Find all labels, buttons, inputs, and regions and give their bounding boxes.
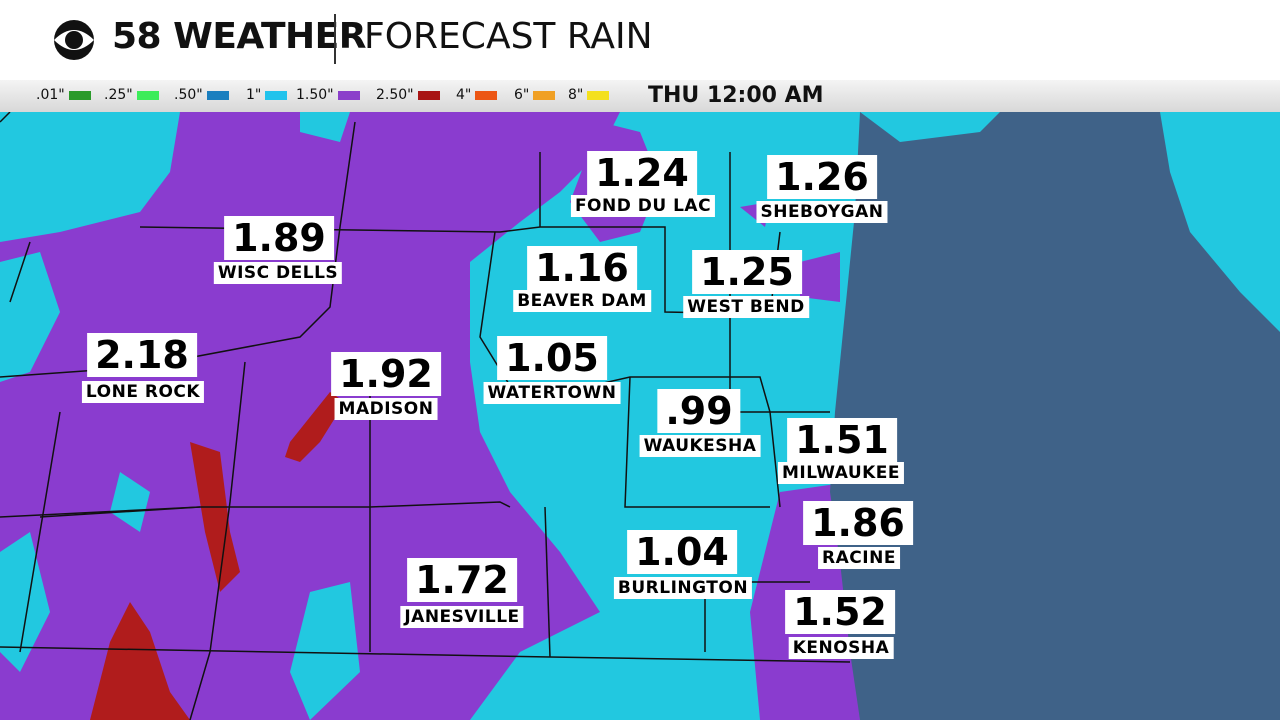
legend-swatch [136,90,159,100]
city-name: WISC DELLS [213,262,343,284]
legend-swatch [337,90,360,100]
forecast-time: THU 12:00 AM [648,83,824,108]
title: FORECAST RAIN [364,16,653,57]
cbs-eye-logo [54,20,94,60]
city-name: KENOSHA [788,637,894,659]
header: 58 WEATHER FORECAST RAIN [0,0,1280,80]
rain-total: 1.16 [527,246,637,290]
brand: 58 WEATHER [112,16,367,57]
city-name: BURLINGTON [613,577,753,599]
rain-total: 1.86 [803,501,913,545]
legend-item: 4" [456,87,498,103]
city-name: MADISON [334,398,438,420]
legend-label: .01" [36,87,65,103]
legend-swatch [533,90,556,100]
legend-label: .50" [174,87,203,103]
legend-swatch [475,90,498,100]
rain-total: 2.18 [87,333,197,377]
legend-item: 8" [568,87,610,103]
legend-swatch [417,90,440,100]
rain-total: 1.24 [587,151,697,195]
legend-item: 2.50" [376,87,440,103]
city-name: SHEBOYGAN [756,201,888,223]
city-name: LONE ROCK [81,381,205,403]
city-name: WATERTOWN [483,382,621,404]
rain-total: 1.51 [787,418,897,462]
legend-swatch [206,90,229,100]
rain-total: .99 [657,389,741,433]
legend-label: 4" [456,87,472,103]
legend-swatch [265,90,288,100]
city-name: WEST BEND [683,296,809,318]
city-name: MILWAUKEE [777,462,905,484]
city-name: BEAVER DAM [513,290,651,312]
city-name: JANESVILLE [400,606,524,628]
city-name: RACINE [818,547,900,569]
rain-total: 1.89 [224,216,334,260]
divider [334,14,336,64]
city-name: FOND DU LAC [570,195,716,217]
legend-label: 1.50" [296,87,334,103]
rain-total: 1.04 [627,530,737,574]
legend-label: 6" [514,87,530,103]
legend-item: .50" [174,87,229,103]
legend-label: 8" [568,87,584,103]
legend-label: 2.50" [376,87,414,103]
rain-total: 1.26 [767,155,877,199]
legend-item: .01" [36,87,91,103]
legend-label: .25" [104,87,133,103]
legend-label: 1" [246,87,262,103]
legend-item: .25" [104,87,159,103]
rain-total: 1.92 [331,352,441,396]
legend-item: 1.50" [296,87,360,103]
rain-total: 1.05 [497,336,607,380]
legend-swatch [68,90,91,100]
legend-swatch [587,90,610,100]
rain-total: 1.72 [407,558,517,602]
legend-item: 1" [246,87,288,103]
city-name: WAUKESHA [639,435,761,457]
legend-item: 6" [514,87,556,103]
rain-total: 1.52 [785,590,895,634]
legend-bar: THU 12:00 AM .01" .25" .50" 1" 1.50" 2.50" 4" 6… [0,80,1280,112]
rain-total: 1.25 [692,250,802,294]
